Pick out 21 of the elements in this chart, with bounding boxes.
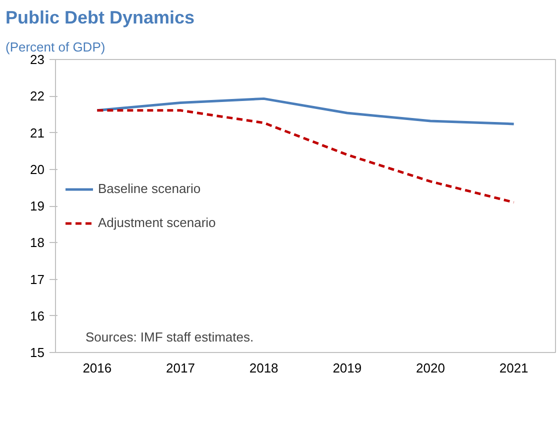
x-tick-label: 2017 (166, 360, 195, 376)
legend-label: Adjustment scenario (98, 215, 216, 230)
x-tick-label: 2020 (416, 360, 445, 376)
y-tick-label: 15 (30, 345, 45, 360)
x-tick-label: 2016 (82, 360, 112, 376)
x-tick-label: 2021 (499, 360, 528, 376)
y-tick-label: 23 (30, 52, 45, 67)
y-tick-label: 17 (30, 272, 45, 287)
annotation: Sources: IMF staff estimates. (86, 330, 254, 344)
y-tick-label: 21 (30, 125, 45, 140)
chart-subtitle: (Percent of GDP) (6, 40, 106, 54)
chart-title: Public Debt Dynamics (6, 8, 195, 28)
y-tick-label: 20 (30, 162, 45, 177)
y-tick-label: 16 (30, 308, 45, 324)
line-series (96, 109, 516, 204)
x-tick-label: 2019 (332, 360, 362, 376)
y-tick-label: 22 (30, 88, 45, 104)
x-tick-label: 2018 (249, 360, 278, 376)
y-tick-label: 18 (30, 235, 45, 250)
y-tick-label: 19 (30, 198, 45, 214)
legend-label: Baseline scenario (98, 181, 201, 196)
